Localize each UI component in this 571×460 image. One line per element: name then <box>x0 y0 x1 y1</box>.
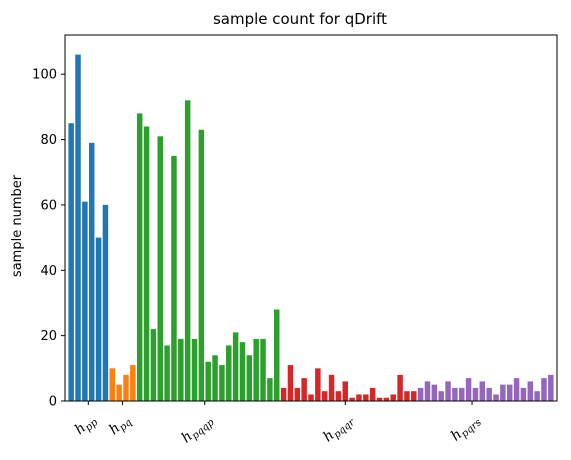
x-tick-label-1: hpq <box>106 412 134 440</box>
y-tick-label-3: 60 <box>40 198 57 213</box>
bar-2-15 <box>239 342 246 401</box>
bar-0-4 <box>95 237 102 401</box>
bar-4-16 <box>527 381 534 401</box>
bar-1-3 <box>130 365 136 401</box>
bar-3-13 <box>369 387 376 401</box>
bar-1-0 <box>109 368 116 401</box>
bar-2-13 <box>226 345 232 401</box>
bar-4-10 <box>486 387 492 401</box>
bar-0-1 <box>75 54 81 401</box>
bar-3-8 <box>335 391 342 401</box>
bar-0-0 <box>68 123 74 401</box>
bar-2-16 <box>246 355 253 401</box>
bar-4-12 <box>500 384 506 401</box>
bar-4-1 <box>424 381 431 401</box>
x-tick-label-2: hpqqp <box>179 411 218 447</box>
bar-4-14 <box>513 378 520 401</box>
chart-title: sample count for qDrift <box>213 10 387 28</box>
bar-2-4 <box>164 345 170 401</box>
bar-2-20 <box>273 309 280 401</box>
bar-2-5 <box>171 155 177 401</box>
bars-group <box>68 54 554 401</box>
bar-2-2 <box>150 329 157 401</box>
bar-4-6 <box>459 387 465 401</box>
bar-2-11 <box>212 355 218 401</box>
bar-2-0 <box>136 113 143 401</box>
bar-3-0 <box>280 387 287 401</box>
bar-2-6 <box>178 338 184 401</box>
bar-3-3 <box>301 378 307 401</box>
bar-4-13 <box>506 384 513 401</box>
bar-4-0 <box>417 387 424 401</box>
bar-4-19 <box>548 374 554 401</box>
bar-0-3 <box>88 142 95 401</box>
bar-2-10 <box>205 361 211 401</box>
bar-2-3 <box>157 136 163 401</box>
bar-3-16 <box>390 394 396 401</box>
bar-3-19 <box>411 391 417 401</box>
y-tick-label-5: 100 <box>32 68 57 83</box>
bar-2-14 <box>232 332 239 401</box>
bar-2-18 <box>260 338 266 401</box>
y-tick-label-1: 20 <box>40 329 57 344</box>
y-axis: 0 20 40 60 80 100 <box>32 68 65 410</box>
bar-3-2 <box>294 387 301 401</box>
y-tick-label-2: 40 <box>40 264 57 279</box>
bar-3-5 <box>315 368 321 401</box>
x-tick-label-4: hpqrs <box>448 412 484 446</box>
bar-3-6 <box>321 391 328 401</box>
bar-4-2 <box>431 384 438 401</box>
bar-4-8 <box>472 387 479 401</box>
y-axis-label: sample number <box>10 174 25 277</box>
bar-3-7 <box>328 374 335 401</box>
bar-3-11 <box>356 394 362 401</box>
bar-3-18 <box>404 391 410 401</box>
bar-2-7 <box>184 100 191 401</box>
bar-3-12 <box>363 394 369 401</box>
bar-0-5 <box>102 204 109 401</box>
bar-4-5 <box>452 387 458 401</box>
bar-1-1 <box>116 384 122 401</box>
bar-2-9 <box>198 129 205 401</box>
x-axis: hpp hpq hpqqp hpqqr hpqrs <box>72 401 484 447</box>
bar-4-17 <box>534 391 540 401</box>
bar-3-17 <box>397 374 403 401</box>
bar-3-4 <box>308 394 314 401</box>
bar-2-17 <box>253 338 259 401</box>
x-tick-label-0: hpp <box>72 411 101 439</box>
bar-3-9 <box>342 381 349 401</box>
bar-4-7 <box>465 378 472 401</box>
bar-2-1 <box>143 126 150 401</box>
bar-2-8 <box>191 338 198 401</box>
bar-2-12 <box>219 365 225 401</box>
x-tick-label-3: hpqqr <box>320 411 358 447</box>
y-tick-label-0: 0 <box>49 395 57 410</box>
bar-4-3 <box>438 391 444 401</box>
bar-0-2 <box>82 201 88 401</box>
bar-4-15 <box>520 387 527 401</box>
bar-4-9 <box>479 381 486 401</box>
bar-3-10 <box>349 397 355 401</box>
y-tick-label-4: 80 <box>40 133 57 148</box>
bar-3-14 <box>376 397 383 401</box>
bar-2-19 <box>267 378 273 401</box>
bar-3-15 <box>383 397 390 401</box>
bar-4-4 <box>445 381 451 401</box>
bar-4-18 <box>541 378 547 401</box>
bar-1-2 <box>123 374 129 401</box>
bar-3-1 <box>287 365 294 401</box>
plot-frame <box>64 34 558 402</box>
bar-4-11 <box>493 394 499 401</box>
